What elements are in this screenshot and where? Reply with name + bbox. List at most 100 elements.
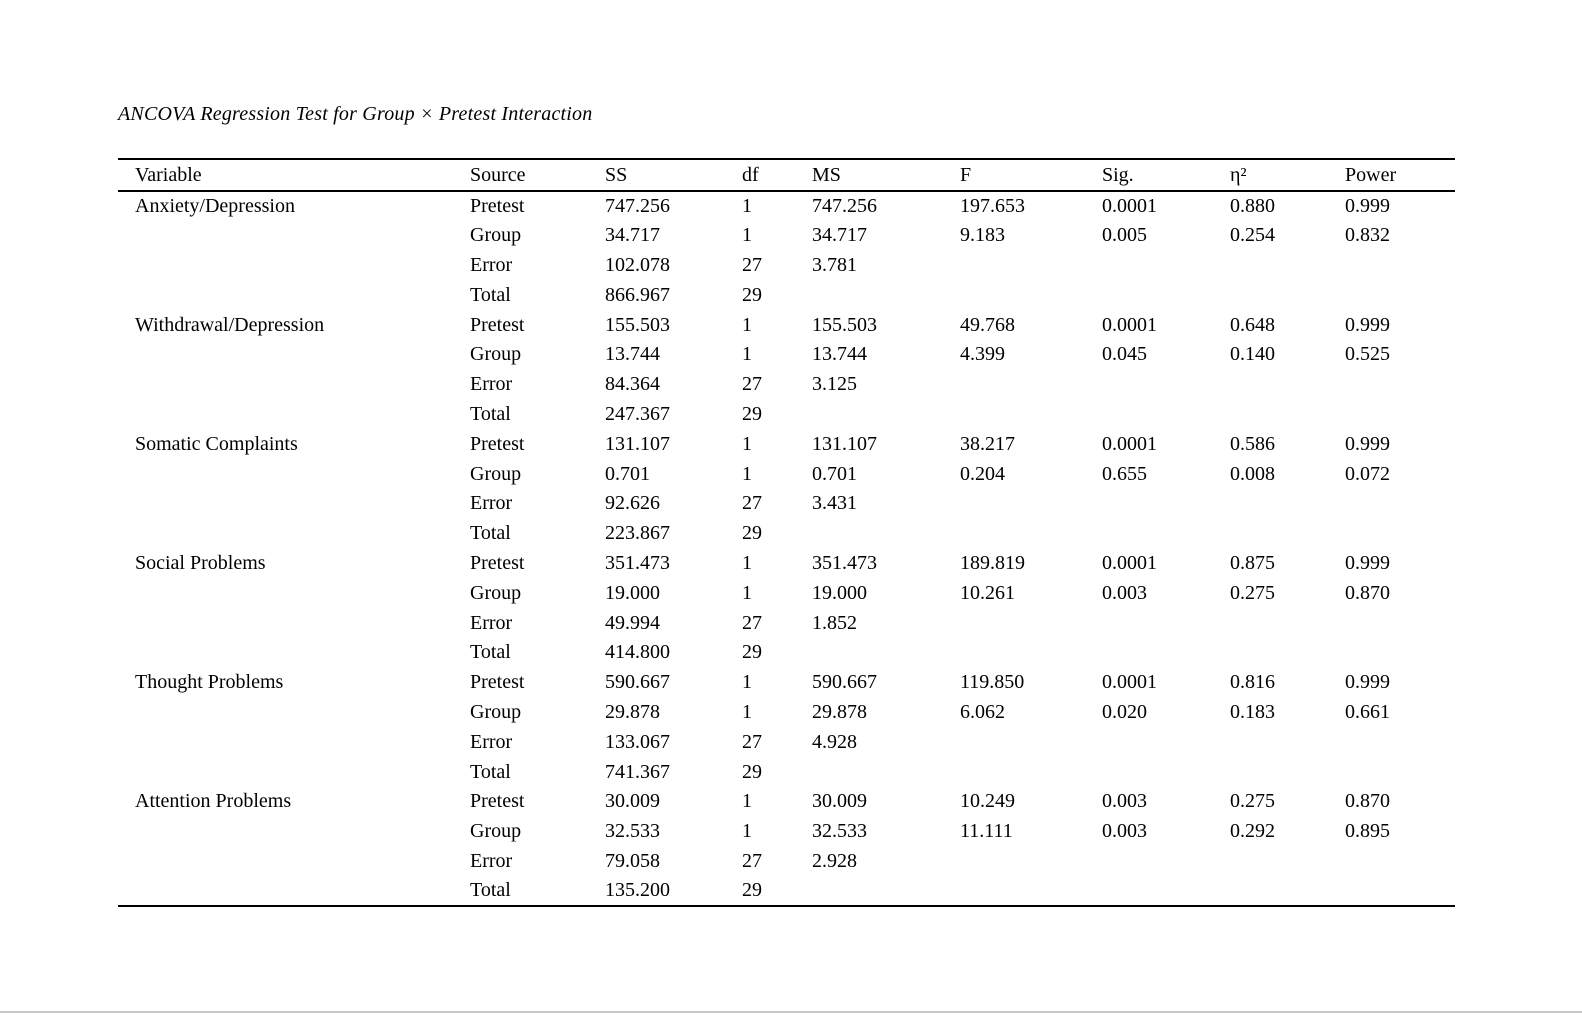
table-row: Group 19.000 1 19.000 10.261 0.003 0.275 0.870 xyxy=(118,578,1455,608)
cell-variable xyxy=(118,757,470,787)
cell-f xyxy=(960,757,1102,787)
cell-source: Pretest xyxy=(470,194,525,217)
cell-ms: 32.533 xyxy=(812,820,867,843)
cell-source: Total xyxy=(470,760,511,783)
cell-eta-squared xyxy=(1230,280,1345,310)
table-row: Attention Problems Pretest 30.009 1 30.009 10… xyxy=(118,787,1455,817)
cell-power: 0.999 xyxy=(1345,671,1390,694)
cell-sig xyxy=(1102,757,1230,787)
column-header-ms: MS xyxy=(812,163,841,186)
cell-df: 27 xyxy=(742,849,762,872)
cell-ss: 49.994 xyxy=(605,611,660,634)
cell-sig xyxy=(1102,727,1230,757)
cell-variable xyxy=(118,280,470,310)
cell-sig xyxy=(1102,251,1230,281)
cell-sig xyxy=(1102,400,1230,430)
cell-source: Pretest xyxy=(470,432,525,455)
cell-source: Error xyxy=(470,611,513,634)
cell-eta-squared: 0.880 xyxy=(1230,194,1275,217)
cell-variable xyxy=(118,400,470,430)
cell-variable xyxy=(118,727,470,757)
cell-ms: 131.107 xyxy=(812,432,877,455)
cell-eta-squared: 0.275 xyxy=(1230,790,1275,813)
cell-source: Group xyxy=(470,343,522,366)
column-header-ss: SS xyxy=(605,163,628,186)
cell-eta-squared: 0.008 xyxy=(1230,462,1275,485)
cell-ms: 0.701 xyxy=(812,462,857,485)
cell-variable xyxy=(118,608,470,638)
cell-variable xyxy=(118,221,470,251)
table-row: Total 135.200 29 xyxy=(118,876,1455,906)
cell-variable xyxy=(118,638,470,668)
cell-ms xyxy=(812,519,960,549)
cell-variable: Withdrawal/Depression xyxy=(135,313,325,336)
cell-ss: 84.364 xyxy=(605,373,660,396)
cell-source: Group xyxy=(470,581,522,604)
cell-ss: 29.878 xyxy=(605,700,660,723)
cell-ss: 32.533 xyxy=(605,820,660,843)
cell-source: Total xyxy=(470,879,511,902)
cell-source: Group xyxy=(470,700,522,723)
cell-ss: 135.200 xyxy=(605,879,670,902)
cell-df: 1 xyxy=(742,194,752,217)
ancova-table-body: Anxiety/Depression Pretest 747.256 1 747.256… xyxy=(118,191,1455,906)
cell-ss: 102.078 xyxy=(605,253,670,276)
cell-df: 1 xyxy=(742,790,752,813)
cell-f xyxy=(960,489,1102,519)
cell-eta-squared xyxy=(1230,519,1345,549)
page-bottom-divider xyxy=(0,1011,1582,1013)
column-header-sig: Sig. xyxy=(1102,163,1134,186)
cell-df: 29 xyxy=(742,879,762,902)
cell-power: 0.999 xyxy=(1345,551,1390,574)
table-row: Thought Problems Pretest 590.667 1 590.667 11… xyxy=(118,668,1455,698)
cell-f xyxy=(960,608,1102,638)
table-row: Error 79.058 27 2.928 xyxy=(118,847,1455,877)
cell-df: 1 xyxy=(742,224,752,247)
cell-sig: 0.005 xyxy=(1102,224,1147,247)
cell-power: 0.999 xyxy=(1345,194,1390,217)
cell-source: Group xyxy=(470,462,522,485)
table-row: Total 247.367 29 xyxy=(118,400,1455,430)
cell-power xyxy=(1345,370,1455,400)
cell-f xyxy=(960,847,1102,877)
cell-df: 1 xyxy=(742,581,752,604)
cell-power xyxy=(1345,727,1455,757)
cell-power: 0.999 xyxy=(1345,432,1390,455)
table-row: Error 49.994 27 1.852 xyxy=(118,608,1455,638)
cell-eta-squared: 0.140 xyxy=(1230,343,1275,366)
cell-ss: 34.717 xyxy=(605,224,660,247)
cell-ms: 1.852 xyxy=(812,611,857,634)
cell-eta-squared xyxy=(1230,608,1345,638)
cell-sig: 0.0001 xyxy=(1102,671,1157,694)
cell-sig xyxy=(1102,876,1230,906)
cell-df: 27 xyxy=(742,253,762,276)
cell-f: 38.217 xyxy=(960,432,1015,455)
cell-power: 0.525 xyxy=(1345,343,1390,366)
cell-source: Total xyxy=(470,522,511,545)
cell-df: 27 xyxy=(742,730,762,753)
cell-source: Pretest xyxy=(470,551,525,574)
cell-sig xyxy=(1102,489,1230,519)
cell-ss: 223.867 xyxy=(605,522,670,545)
cell-variable: Thought Problems xyxy=(135,671,284,694)
cell-power xyxy=(1345,280,1455,310)
cell-power: 0.870 xyxy=(1345,790,1390,813)
cell-ms: 2.928 xyxy=(812,849,857,872)
cell-source: Error xyxy=(470,373,513,396)
cell-df: 1 xyxy=(742,700,752,723)
cell-df: 29 xyxy=(742,402,762,425)
column-header-power: Power xyxy=(1345,163,1397,186)
cell-power xyxy=(1345,847,1455,877)
cell-ms: 3.125 xyxy=(812,373,857,396)
cell-f: 197.653 xyxy=(960,194,1025,217)
cell-sig xyxy=(1102,519,1230,549)
cell-f: 9.183 xyxy=(960,224,1005,247)
cell-ss: 866.967 xyxy=(605,283,670,306)
cell-variable xyxy=(118,340,470,370)
cell-sig: 0.0001 xyxy=(1102,313,1157,336)
cell-ms: 30.009 xyxy=(812,790,867,813)
cell-f xyxy=(960,280,1102,310)
cell-ss: 351.473 xyxy=(605,551,670,574)
cell-df: 1 xyxy=(742,432,752,455)
